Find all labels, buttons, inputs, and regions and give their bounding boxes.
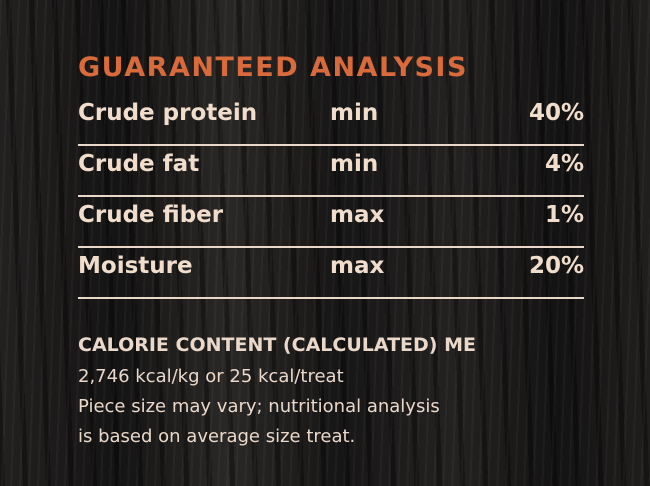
calorie-line: Piece size may vary; nutritional analysi… [78,396,440,417]
calorie-line: is based on average size treat. [78,426,356,447]
table-row: Moisture max 20% [78,247,584,299]
nutrient-name: Crude fat [78,151,200,177]
qualifier: max [330,253,385,279]
amount: 40% [528,100,584,126]
amount: 20% [528,253,584,279]
amount: 4% [544,151,584,177]
nutrient-name: Moisture [78,253,193,279]
amount: 1% [544,202,584,228]
qualifier: min [330,100,379,126]
table-row: Crude fiber max 1% [78,196,584,248]
calorie-heading: CALORIE CONTENT (CALCULATED) ME [78,334,476,356]
nutrient-name: Crude protein [78,100,258,126]
calorie-line: 2,746 kcal/kg or 25 kcal/treat [78,366,344,387]
table-row: Crude fat min 4% [78,145,584,197]
table-row: Crude protein min 40% [78,94,584,146]
qualifier: max [330,202,385,228]
nutrient-name: Crude fiber [78,202,224,228]
title: GUARANTEED ANALYSIS [78,52,468,83]
qualifier: min [330,151,379,177]
